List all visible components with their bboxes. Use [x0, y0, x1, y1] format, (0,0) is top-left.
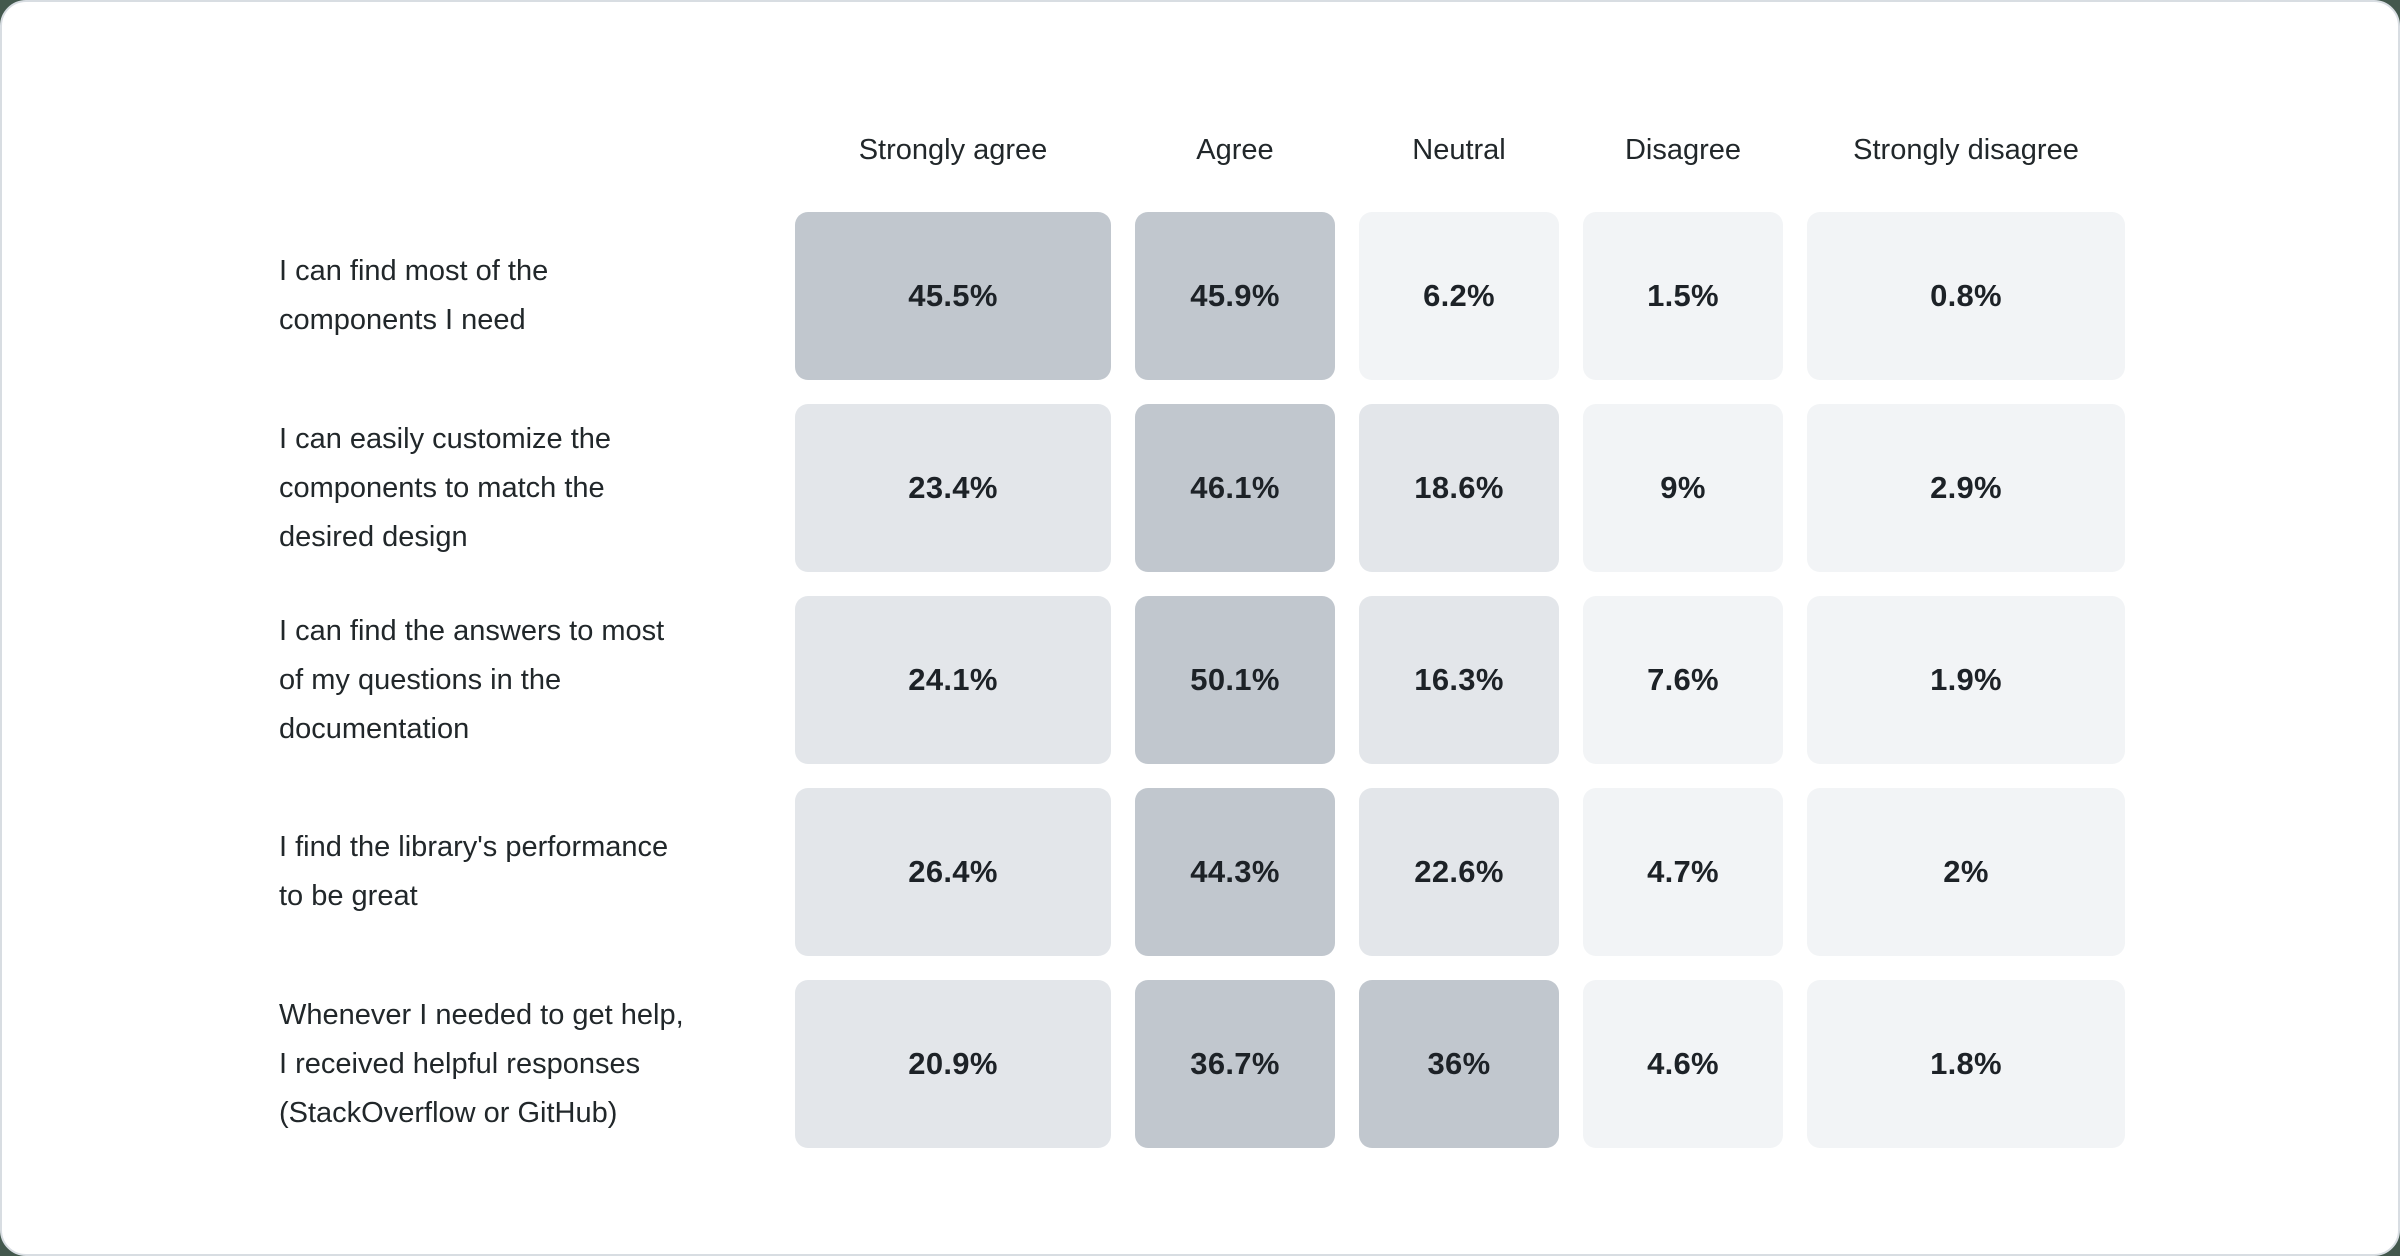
heatmap-cell: 2.9%	[1807, 404, 2125, 572]
heatmap-cell: 1.8%	[1807, 980, 2125, 1148]
heatmap-cell: 0.8%	[1807, 212, 2125, 380]
heatmap-cell: 44.3%	[1135, 788, 1335, 956]
heatmap-cell: 22.6%	[1359, 788, 1559, 956]
grid-corner-spacer	[279, 112, 771, 188]
heatmap-cell: 9%	[1583, 404, 1783, 572]
heatmap-cell: 46.1%	[1135, 404, 1335, 572]
heatmap-cell: 2%	[1807, 788, 2125, 956]
heatmap-cell: 45.5%	[795, 212, 1111, 380]
column-header-disagree: Disagree	[1624, 133, 1742, 166]
heatmap-cell: 1.9%	[1807, 596, 2125, 764]
heatmap-cell: 4.7%	[1583, 788, 1783, 956]
heatmap-cell: 1.5%	[1583, 212, 1783, 380]
heatmap-cell: 7.6%	[1583, 596, 1783, 764]
row-label-question: I can easily customize the components to…	[279, 422, 612, 553]
column-header-neutral: Neutral	[1412, 133, 1506, 166]
row-label-question: I can find most of the components I need	[279, 255, 549, 336]
heatmap-cell: 50.1%	[1135, 596, 1335, 764]
heatmap-cell: 26.4%	[795, 788, 1111, 956]
heatmap-cell: 18.6%	[1359, 404, 1559, 572]
column-header-strongly-agree: Strongly agree	[858, 133, 1048, 166]
survey-heatmap-grid: Strongly agree Agree Neutral Disagree Strong…	[279, 112, 2398, 1148]
heatmap-cell: 16.3%	[1359, 596, 1559, 764]
row-label-question: I can find the answers to most of my que…	[279, 614, 665, 745]
heatmap-cell: 24.1%	[795, 596, 1111, 764]
heatmap-cell: 36%	[1359, 980, 1559, 1148]
heatmap-cell: 20.9%	[795, 980, 1111, 1148]
heatmap-cell: 23.4%	[795, 404, 1111, 572]
row-label-question: Whenever I needed to get help, I receive…	[279, 998, 684, 1129]
heatmap-cell: 45.9%	[1135, 212, 1335, 380]
row-label-question: I find the library's performance to be g…	[279, 831, 669, 912]
heatmap-cell: 36.7%	[1135, 980, 1335, 1148]
column-header-agree: Agree	[1196, 133, 1274, 166]
heatmap-cell: 4.6%	[1583, 980, 1783, 1148]
heatmap-cell: 6.2%	[1359, 212, 1559, 380]
column-header-strongly-disagree: Strongly disagree	[1853, 133, 2079, 166]
